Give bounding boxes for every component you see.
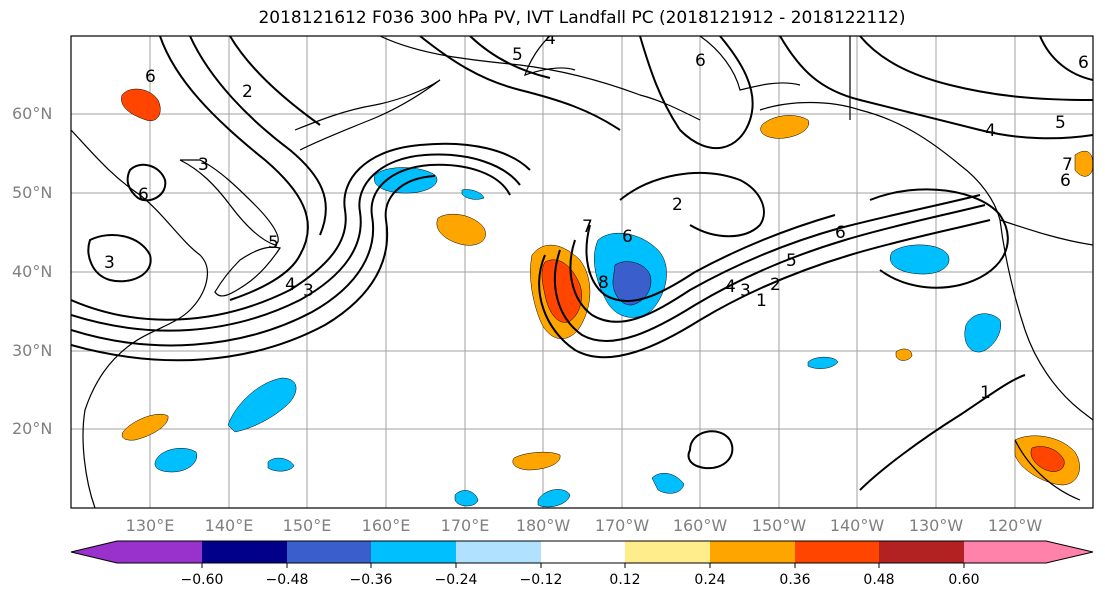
contour-label: 5 <box>1055 113 1066 133</box>
colorbar <box>70 540 1094 568</box>
contour-label: 3 <box>303 281 314 301</box>
colorbar-tick-label: −0.12 <box>519 572 563 588</box>
pv-blob-orange <box>760 115 810 139</box>
colorbar-tick-label: 0.48 <box>863 572 895 588</box>
pv-blob-blue <box>651 472 685 494</box>
colorbar-bin <box>541 541 625 563</box>
contour-label: 3 <box>104 253 115 273</box>
lon-label: 180°W <box>515 516 571 535</box>
colorbar-bin <box>287 541 371 563</box>
lat-label: 50°N <box>12 183 53 202</box>
pv-blob-darkblue <box>612 261 652 306</box>
pv-blob-blue <box>890 244 950 275</box>
colorbar-bin <box>879 541 964 563</box>
pv-blob-orange <box>1074 150 1093 177</box>
colorbar-tick-label: −0.24 <box>434 572 478 588</box>
lon-label: 150°E <box>282 516 332 535</box>
colorbar-tick-label: 0.12 <box>609 572 641 588</box>
contour-label: 8 <box>598 273 609 293</box>
contour-label: 6 <box>835 223 846 243</box>
colorbar-bin <box>456 541 541 563</box>
contour-label: 1 <box>980 383 991 403</box>
lat-label: 40°N <box>12 262 53 281</box>
lat-label: 30°N <box>12 341 53 360</box>
contour-label: 5 <box>268 233 279 253</box>
lat-label: 60°N <box>12 104 53 123</box>
lon-label: 160°W <box>672 516 728 535</box>
pv-blob-orange <box>121 414 169 441</box>
colorbar-extend-high <box>1046 541 1093 563</box>
contour-label: 2 <box>770 275 781 295</box>
contour-label: 4 <box>725 277 736 297</box>
colorbar-extend-low <box>71 541 117 563</box>
colorbar-tick-label: −0.60 <box>180 572 224 588</box>
lon-label: 170°W <box>594 516 650 535</box>
contour-label: 4 <box>545 29 556 49</box>
lat-label: 20°N <box>12 419 53 438</box>
colorbar-bin <box>202 541 287 563</box>
colorbar-bin <box>371 541 456 563</box>
colorbar-tick-label: 0.36 <box>779 572 811 588</box>
contour-label: 2 <box>672 195 683 215</box>
contour-label: 3 <box>198 155 209 175</box>
pv-blob-orange <box>512 451 561 471</box>
contour-label: 5 <box>512 45 523 65</box>
lon-label: 150°W <box>751 516 807 535</box>
contour-label: 3 <box>740 281 751 301</box>
pv-blob-blue <box>227 377 297 433</box>
contour-label: 6 <box>1060 171 1071 191</box>
pv-blob-blue <box>454 490 479 507</box>
pv-blob-red <box>121 88 161 122</box>
map-content: 6 2 3 6 3 5 4 3 5 4 6 8 6 2 7 6 5 2 1 4 … <box>71 29 1093 508</box>
colorbar-tick-label: −0.48 <box>265 572 309 588</box>
contour-label: 4 <box>985 121 996 141</box>
map-frame <box>70 35 1094 509</box>
pv-contours <box>71 36 1093 491</box>
lon-label: 140°E <box>204 516 254 535</box>
contour-label: 6 <box>695 51 706 71</box>
pv-blob-blue <box>964 313 1002 353</box>
pv-blob-blue <box>267 457 295 472</box>
colorbar-bin <box>964 541 1046 563</box>
pv-blob-blue <box>807 356 839 369</box>
coastlines <box>71 36 1093 508</box>
lon-label: 140°W <box>829 516 885 535</box>
colorbar-bin <box>625 541 710 563</box>
pv-blob-blue <box>537 489 571 508</box>
contour-label: 6 <box>138 185 149 205</box>
contour-label: 7 <box>1062 155 1073 175</box>
pv-blob-blue <box>374 167 438 194</box>
pv-blob-red <box>1030 446 1065 472</box>
contour-label: 4 <box>285 275 296 295</box>
contour-label: 6 <box>145 67 156 87</box>
lon-label: 130°E <box>125 516 175 535</box>
lon-label: 160°E <box>361 516 411 535</box>
pv-blob-blue <box>461 189 485 200</box>
colorbar-tick-label: −0.36 <box>349 572 393 588</box>
contour-labels: 6 2 3 6 3 5 4 3 5 4 6 8 6 2 7 6 5 2 1 4 … <box>104 29 1089 403</box>
colorbar-bin <box>117 541 202 563</box>
contour-label: 6 <box>1078 53 1089 73</box>
lon-label: 120°W <box>987 516 1043 535</box>
lon-label: 170°E <box>440 516 490 535</box>
contour-label: 2 <box>242 82 253 102</box>
contour-label: 6 <box>622 227 633 247</box>
pv-blob-orange <box>436 213 486 246</box>
colorbar-bin <box>710 541 795 563</box>
colorbar-bin <box>795 541 879 563</box>
colorbar-tick-label: 0.60 <box>948 572 980 588</box>
colorbar-outline <box>70 540 1094 564</box>
colorbar-tick-label: 0.24 <box>694 572 726 588</box>
contour-label: 5 <box>786 251 797 271</box>
map-title: 2018121612 F036 300 hPa PV, IVT Landfall… <box>258 8 906 28</box>
contour-label: 1 <box>756 291 767 311</box>
pv-blob-blue <box>154 448 198 473</box>
lon-label: 130°W <box>908 516 964 535</box>
pv-blob-orange <box>895 348 913 361</box>
contour-label: 7 <box>582 217 593 237</box>
